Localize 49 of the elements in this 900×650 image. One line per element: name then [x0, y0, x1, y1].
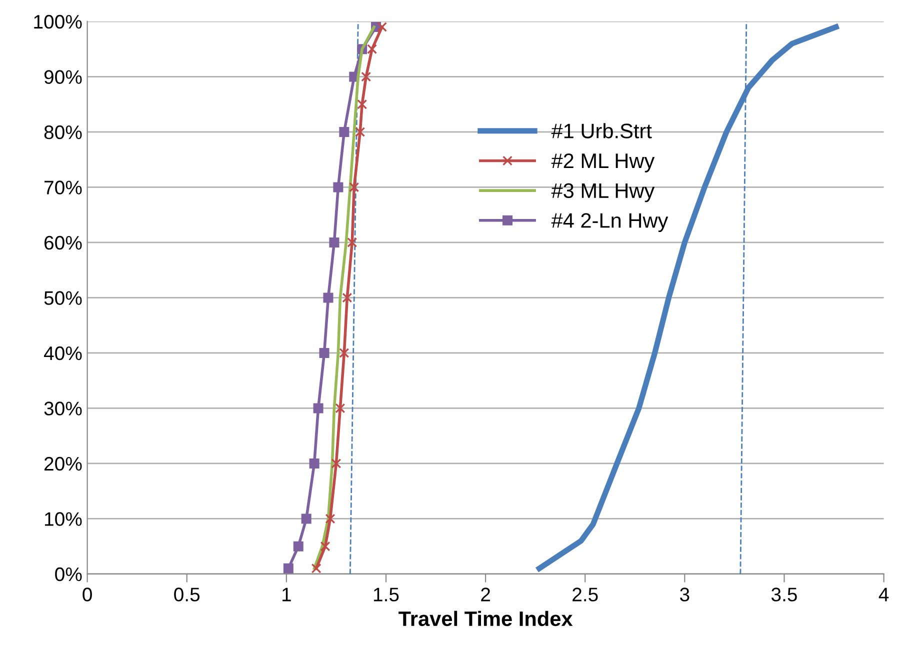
point	[293, 541, 304, 552]
point	[349, 182, 360, 192]
legend-label: #1 Urb.Strt	[551, 123, 652, 138]
y-tick-label: 0%	[55, 567, 82, 582]
y-tick-label: 100%	[34, 14, 82, 29]
point	[325, 514, 336, 524]
y-tick-label: 50%	[44, 291, 82, 305]
legend-label: #4 2-Ln Hwy	[551, 213, 668, 232]
y-tick-label: 80%	[44, 125, 82, 140]
point	[329, 237, 340, 248]
point	[367, 44, 378, 54]
point	[301, 514, 312, 524]
y-tick-label: 20%	[44, 456, 82, 471]
point	[309, 458, 320, 468]
point	[313, 403, 324, 414]
point	[355, 126, 366, 137]
point	[333, 182, 344, 192]
x-tick-label: 3.5	[771, 588, 797, 602]
y-tick-label: 30%	[44, 402, 82, 416]
x-tick-label: 2	[481, 588, 490, 602]
point	[377, 22, 388, 32]
point	[331, 458, 342, 468]
y-tick-label: 70%	[44, 180, 82, 194]
x-axis-title: Travel Time Index	[398, 610, 573, 626]
point	[361, 72, 372, 82]
point	[357, 99, 368, 110]
point	[283, 563, 294, 574]
point	[347, 237, 358, 248]
x-tick-label: 4	[878, 588, 889, 602]
point	[335, 403, 346, 414]
y-tick-label: 60%	[44, 236, 82, 250]
point	[342, 292, 352, 303]
legend-label: #3 ML Hwy	[551, 183, 655, 202]
x-tick-label: 2.5	[572, 588, 598, 602]
x-tick-label: 0.5	[174, 588, 200, 602]
x-tick-label: 1	[282, 588, 291, 602]
y-tick-label: 90%	[44, 70, 82, 84]
y-tick-label: 40%	[44, 346, 82, 360]
point	[319, 348, 330, 358]
point	[323, 292, 334, 303]
x-tick-label: 3	[680, 588, 690, 602]
x-tick-label: 1.5	[374, 588, 399, 602]
y-tick-label: 10%	[45, 512, 82, 526]
legend-label: #2 ML Hwy	[551, 153, 655, 172]
x-tick-label: 0	[82, 588, 92, 602]
point	[339, 348, 350, 358]
point	[320, 541, 330, 552]
point	[339, 126, 350, 137]
point	[311, 563, 322, 574]
